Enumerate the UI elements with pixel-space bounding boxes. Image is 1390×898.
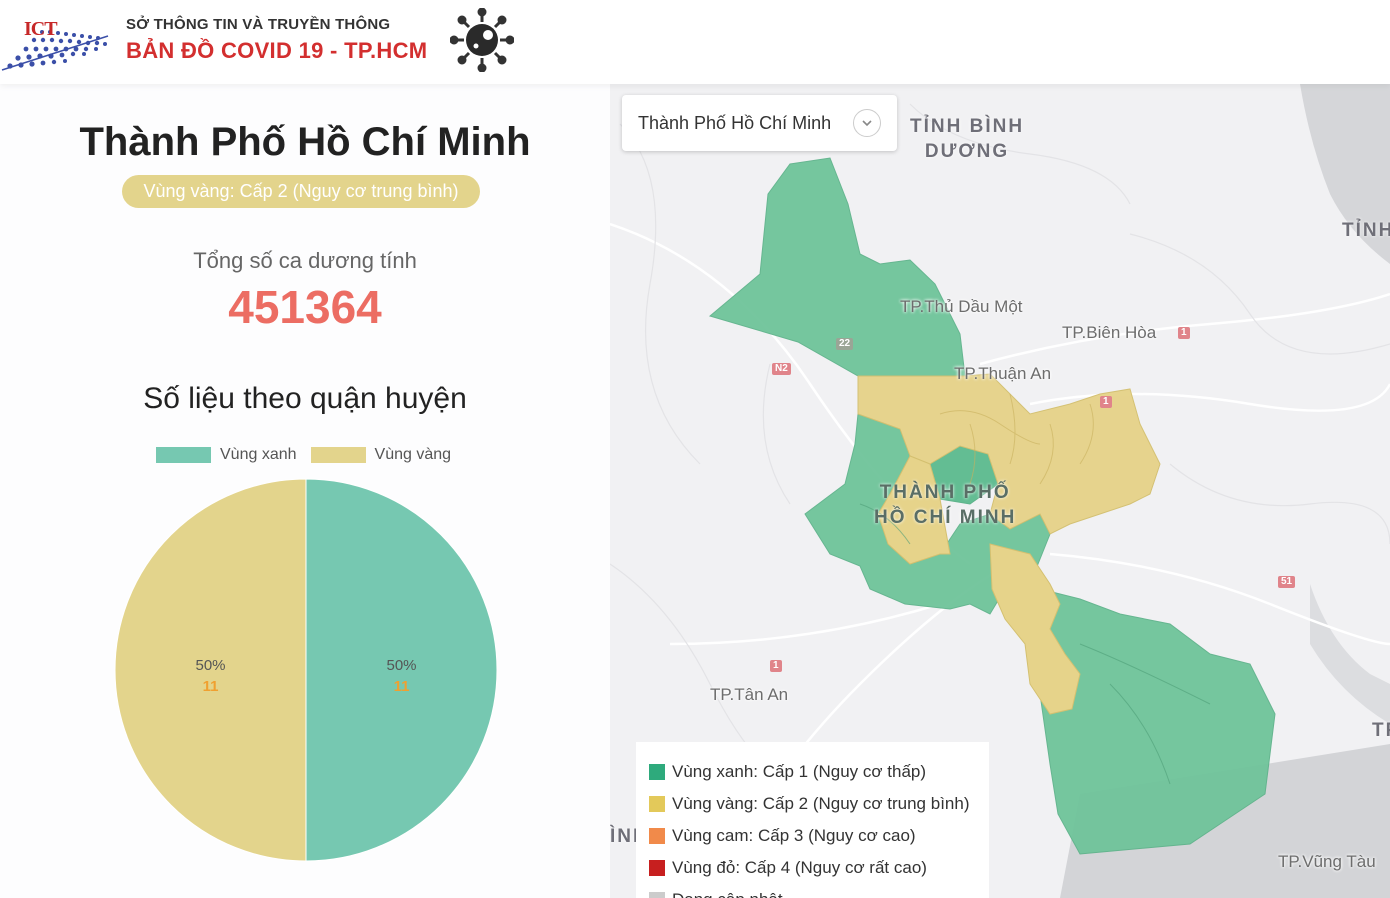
map-canvas[interactable] <box>610 84 1390 898</box>
district-pie-chart: 50% 11 50% 11 <box>114 478 498 862</box>
virus-icon <box>450 8 514 72</box>
legend-label-green: Vùng xanh <box>220 446 297 463</box>
legend-swatch-gray <box>649 892 665 898</box>
city-select[interactable]: Thành Phố Hồ Chí Minh <box>622 95 897 151</box>
place-thuan-an: TP.Thuận An <box>954 364 1052 383</box>
pie-count-label: 11 <box>203 678 219 695</box>
place-hcm: THÀNH PHỐ HỒ CHÍ MINH <box>874 482 1017 528</box>
place-tp-right: TP <box>1372 720 1390 741</box>
chart-legend: Vùng xanh Vùng vàng <box>156 446 465 464</box>
zone-status-badge: Vùng vàng: Cấp 2 (Nguy cơ trung bình) <box>122 175 480 208</box>
city-select-value: Thành Phố Hồ Chí Minh <box>638 113 832 133</box>
place-vung-tau: TP.Vũng Tàu <box>1278 852 1376 871</box>
map-legend-label: Vùng vàng: Cấp 2 (Nguy cơ trung bình) <box>672 794 970 813</box>
logo-graphic <box>1 30 109 71</box>
map-legend-label: Vùng đỏ: Cấp 4 (Nguy cơ rất cao) <box>672 858 927 877</box>
pie-percent-label: 50% <box>386 657 416 674</box>
map-legend-item-green: Vùng xanh: Cấp 1 (Nguy cơ thấp) <box>649 756 989 788</box>
road-shield-22: 22 <box>836 338 854 350</box>
road-shield-1a: 1 <box>1178 327 1190 339</box>
pie-slice-yellow[interactable] <box>114 478 307 862</box>
city-title: Thành Phố Hồ Chí Minh <box>79 120 531 164</box>
pie-percent-label: 50% <box>195 657 225 674</box>
map-legend-item-updating: Đang cập nhật <box>649 884 989 898</box>
road-shield-n2: N2 <box>772 363 791 375</box>
place-inh-left: ÌNI <box>610 826 641 847</box>
place-binh-duong: TỈNH BÌNH DƯƠNG <box>910 116 1025 162</box>
place-bien-hoa: TP.Biên Hòa <box>1062 323 1157 342</box>
app-header: ICT SỞ THÔNG TIN VÀ TRUYỀN THÔNG BẢN ĐỒ … <box>0 0 1390 84</box>
map-legend-item-orange: Vùng cam: Cấp 3 (Nguy cơ cao) <box>649 820 989 852</box>
legend-swatch-red <box>649 860 665 876</box>
map-legend: Vùng xanh: Cấp 1 (Nguy cơ thấp) Vùng vàn… <box>636 742 989 898</box>
legend-swatch-orange <box>649 828 665 844</box>
summary-panel: Thành Phố Hồ Chí Minh Vùng vàng: Cấp 2 (… <box>0 84 610 898</box>
place-tan-an: TP.Tân An <box>710 685 789 704</box>
legend-item-green[interactable]: Vùng xanh <box>156 446 297 464</box>
total-cases-label: Tổng số ca dương tính <box>193 248 417 273</box>
logo-text: ICT <box>24 18 58 40</box>
map-legend-item-yellow: Vùng vàng: Cấp 2 (Nguy cơ trung bình) <box>649 788 989 820</box>
map-legend-label: Đang cập nhật <box>672 890 783 898</box>
legend-item-yellow[interactable]: Vùng vàng <box>310 446 452 464</box>
chevron-down-icon[interactable] <box>853 109 881 137</box>
covid-map[interactable]: TỈNH BÌNH DƯƠNG TỈNH TP.Thủ Dầu Một TP.B… <box>610 84 1390 898</box>
pie-count-label: 11 <box>394 678 410 695</box>
road-shield-1c: 1 <box>770 660 782 672</box>
map-legend-label: Vùng xanh: Cấp 1 (Nguy cơ thấp) <box>672 762 927 781</box>
district-stats-title: Số liệu theo quận huyện <box>143 382 467 415</box>
legend-swatch-yellow <box>310 447 366 463</box>
total-cases-value: 451364 <box>228 281 382 333</box>
header-subtitle: SỞ THÔNG TIN VÀ TRUYỀN THÔNG <box>126 16 391 33</box>
place-thu-dau-mot: TP.Thủ Dầu Một <box>900 297 1023 316</box>
road-shield-1b: 1 <box>1100 396 1112 408</box>
legend-swatch-green <box>649 764 665 780</box>
header-title: BẢN ĐỒ COVID 19 - TP.HCM <box>126 38 428 63</box>
pie-slice-green[interactable] <box>305 478 498 862</box>
ict-logo[interactable]: ICT <box>0 8 112 72</box>
road-shield-51: 51 <box>1278 576 1296 588</box>
map-legend-label: Vùng cam: Cấp 3 (Nguy cơ cao) <box>672 826 916 845</box>
legend-label-yellow: Vùng vàng <box>374 446 452 463</box>
place-tinh-right: TỈNH <box>1342 220 1390 241</box>
map-legend-item-red: Vùng đỏ: Cấp 4 (Nguy cơ rất cao) <box>649 852 989 884</box>
legend-swatch-green <box>156 447 211 463</box>
legend-swatch-yellow <box>649 796 665 812</box>
